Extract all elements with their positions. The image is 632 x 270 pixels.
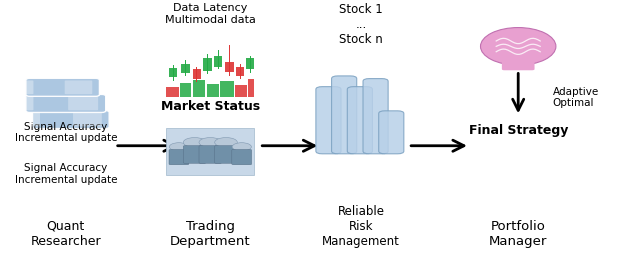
FancyBboxPatch shape (502, 60, 535, 70)
FancyBboxPatch shape (183, 146, 206, 163)
FancyBboxPatch shape (64, 80, 92, 94)
Bar (221, 81, 234, 97)
Text: Portfolio
Manager: Portfolio Manager (489, 220, 547, 248)
Bar (204, 58, 212, 70)
FancyBboxPatch shape (232, 149, 252, 165)
Circle shape (199, 137, 222, 147)
Bar (246, 58, 254, 69)
FancyBboxPatch shape (169, 149, 189, 165)
FancyBboxPatch shape (22, 97, 33, 110)
FancyBboxPatch shape (166, 128, 254, 175)
Text: Signal Accuracy
Incremental update: Signal Accuracy Incremental update (15, 163, 117, 185)
Text: Trading
Department: Trading Department (170, 220, 251, 248)
Bar (248, 79, 254, 97)
Bar (169, 68, 177, 77)
Text: Adaptive
Optimal: Adaptive Optimal (553, 87, 599, 108)
Text: Signal Accuracy
Incremental update: Signal Accuracy Incremental update (15, 122, 117, 143)
Circle shape (183, 137, 206, 147)
Text: Quant
Researcher: Quant Researcher (30, 220, 101, 248)
Bar (226, 62, 234, 72)
FancyBboxPatch shape (316, 87, 341, 154)
FancyBboxPatch shape (363, 79, 388, 154)
Bar (181, 64, 190, 73)
Bar (180, 83, 191, 97)
Text: Stock 1
...
Stock n: Stock 1 ... Stock n (339, 4, 383, 46)
Circle shape (215, 137, 238, 147)
FancyBboxPatch shape (22, 80, 33, 94)
Bar (193, 69, 201, 79)
FancyBboxPatch shape (26, 78, 99, 96)
Bar (207, 84, 219, 97)
FancyBboxPatch shape (379, 111, 404, 154)
Ellipse shape (480, 28, 556, 65)
Bar (193, 80, 205, 97)
FancyBboxPatch shape (32, 110, 109, 129)
Text: Market Status: Market Status (161, 100, 260, 113)
FancyBboxPatch shape (26, 94, 106, 112)
Bar (214, 56, 222, 66)
Circle shape (169, 143, 188, 151)
FancyBboxPatch shape (73, 113, 102, 126)
FancyBboxPatch shape (215, 146, 238, 163)
FancyBboxPatch shape (332, 76, 356, 154)
Text: Reliable
Risk
Management: Reliable Risk Management (322, 205, 400, 248)
FancyBboxPatch shape (68, 97, 98, 110)
Circle shape (232, 143, 252, 151)
Bar (166, 87, 179, 97)
Text: Final Strategy: Final Strategy (468, 124, 568, 137)
Bar (236, 85, 246, 97)
FancyBboxPatch shape (348, 87, 372, 154)
Text: Data Latency
Multimodal data: Data Latency Multimodal data (165, 4, 256, 25)
Bar (236, 66, 244, 76)
FancyBboxPatch shape (28, 113, 40, 126)
FancyBboxPatch shape (199, 146, 222, 163)
